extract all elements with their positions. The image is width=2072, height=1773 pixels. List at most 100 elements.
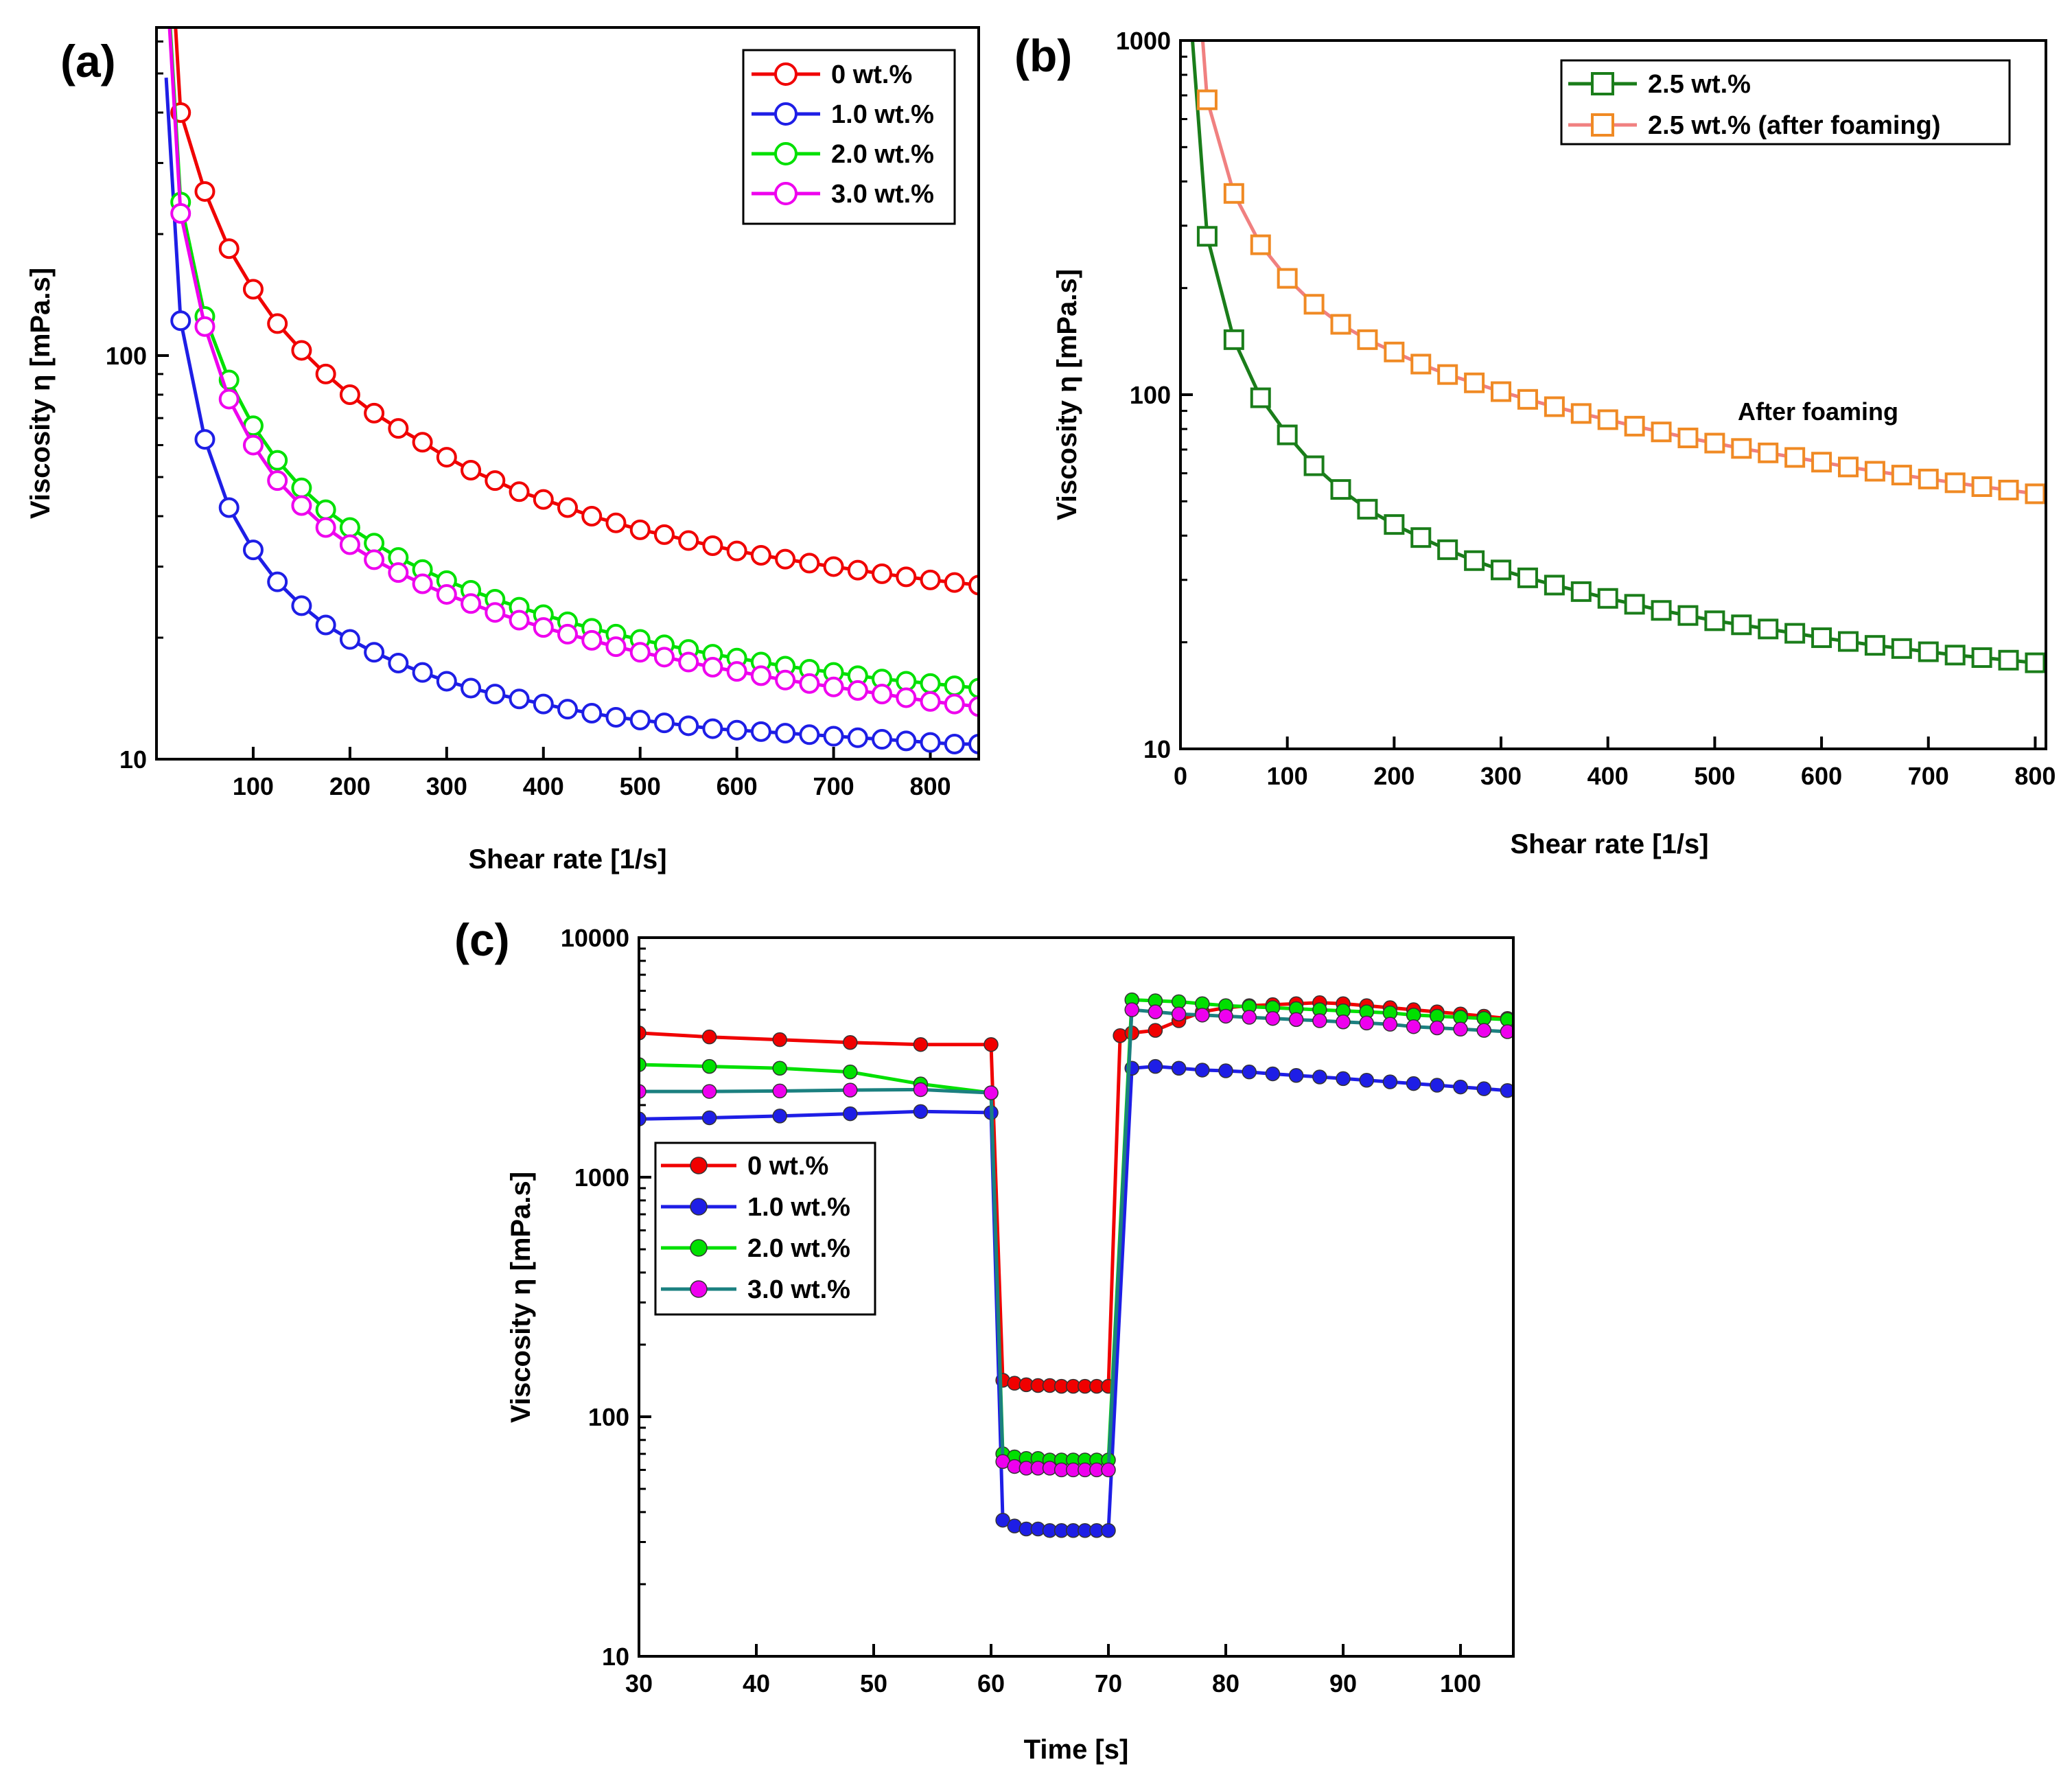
panel-a-ticks: 100 200 300 400 500 600 700 800 10 100 [106,40,951,800]
panel-b-legend-marker [1591,113,1614,137]
panel-b-y-tick-label: 10 [1143,735,1171,763]
panel-a-data-point [726,661,747,682]
panel-b-data-point [1624,594,1645,615]
panel-b-data-point [1891,638,1912,659]
panel-b-data-point [1544,396,1565,417]
panel-b-data-point [1944,645,1966,666]
panel-a-data-point [823,676,844,697]
panel-c-data-point [843,1082,858,1098]
panel-c-data-point [1406,1076,1421,1091]
panel-a-legend: 0 wt.% 1.0 wt.% 2.0 wt.% 3.0 wt.% [742,49,956,225]
panel-a-data-point [944,693,965,715]
panel-c-ticks: 30 40 50 60 70 80 90 100 10 100 1000 10000 [561,924,1481,1697]
panel-b-data-point [1731,614,1752,636]
panel-c-data-point [1124,1002,1139,1017]
panel-a-legend-label: 1.0 wt.% [831,100,934,129]
panel-b-legend-label: 2.5 wt.% (after foaming) [1648,111,1941,140]
panel-c-x-tick-label: 100 [1440,1669,1481,1697]
panel-b-data-point [1891,465,1912,486]
panel-a-data-point [170,310,191,332]
panel-c-data-point [1453,1079,1468,1095]
panel-a-data-point [581,703,603,724]
panel-c-data-point [1101,1523,1116,1538]
panel-b-data-point [1250,387,1271,408]
panel-b-data-point [2025,652,2046,673]
panel-b-data-point [1998,649,2019,671]
panel-a-data-point [461,677,482,699]
panel-a-legend-marker [774,102,798,126]
panel-a-legend-marker [774,62,798,86]
panel-a-data-point [388,562,409,583]
panel-c-data-point [639,1057,647,1072]
panel-c-data-point [1453,1021,1468,1037]
panel-b-legend-box [1560,59,2011,146]
panel-a-data-point [750,665,771,686]
panel-c-legend-label: 0 wt.% [747,1152,828,1181]
panel-c-y-tick-label: 10 [602,1643,629,1671]
panel-c-data-point [1312,1013,1327,1028]
panel-b-data-point [1837,456,1859,478]
panel-c-data-point [1288,1012,1304,1028]
panel-a-y-axis-title: Viscosity η [mPa.s] [25,268,56,519]
panel-a-data-point [799,553,820,574]
panel-b-data-point [1677,427,1699,448]
panel-a-data-point [339,517,360,538]
panel-a-data-point [944,733,965,754]
panel-b-x-tick-label: 300 [1480,762,1522,790]
panel-a-data-point [629,710,651,731]
panel-b-data-point [1223,183,1244,204]
panel-a-data-point [605,706,627,728]
panel-a-data-point [557,623,578,645]
panel-a-data-point [775,548,796,570]
panel-c-data-point [983,1085,999,1100]
panel-b-data-point [1464,372,1485,393]
panel-b-data-point [1651,421,1672,443]
panel-a-data-point [315,499,336,520]
panel-c-legend-marker [690,1280,708,1298]
panel-a-data-point [509,481,530,502]
panel-a-x-tick-label: 600 [717,772,758,800]
panel-c-data-point [983,1036,999,1052]
panel-b-data-point [1811,452,1832,473]
panel-a-legend-label: 2.0 wt.% [831,140,934,169]
panel-b-data-point [1864,461,1885,482]
panel-a-legend-marker [774,182,798,205]
panel-c-y-axis-title: Viscosity η [mPa.s] [506,1172,536,1423]
panel-a-data-point [968,677,979,699]
panel-c-data-point [1430,1020,1445,1036]
panel-c-data-point [1195,1063,1210,1078]
panel-b-data-point [1837,631,1859,652]
panel-b-plot-frame [1179,39,2047,750]
panel-a-data-point [968,696,979,717]
panel-c-data-point [1288,1067,1304,1083]
panel-a-data-point [920,691,941,712]
panel-a-x-tick-label: 100 [233,772,274,800]
panel-a-data-point [533,693,554,715]
panel-b: (b) 0 100 200 300 400 500 600 700 800 10 100 1000 S… [1014,27,2056,859]
panel-b-data-point [1357,498,1378,520]
panel-a-data-point [920,673,941,694]
panel-b-data-point [1570,581,1592,602]
panel-c-data-point [1171,1006,1187,1021]
panel-a-x-tick-label: 400 [523,772,564,800]
panel-c-series [639,992,1513,1538]
panel-b-x-tick-label: 100 [1267,762,1308,790]
panel-b-data-point [1357,329,1378,350]
panel-b-series [1190,40,2046,673]
panel-c-data-point [701,1029,717,1045]
panel-b-y-axis-title: Viscosity η [mPa.s] [1052,269,1082,520]
panel-c-data-point [701,1058,717,1074]
panel-b-data-point [1758,442,1779,463]
panel-b-data-point [1491,559,1512,581]
panel-c-data-point [639,1025,647,1041]
panel-b-data-point [1651,600,1672,621]
panel-a-data-point [944,572,965,593]
panel-a-data-point [605,636,627,658]
panel-c-x-tick-label: 40 [743,1669,770,1697]
panel-a-data-point [291,595,312,616]
panel-a-data-point [653,524,675,545]
panel-a-data-point [896,730,917,752]
panel-b-data-point [1437,539,1458,560]
panel-a-data-point [315,363,336,384]
panel-b-data-point [1918,641,1939,662]
